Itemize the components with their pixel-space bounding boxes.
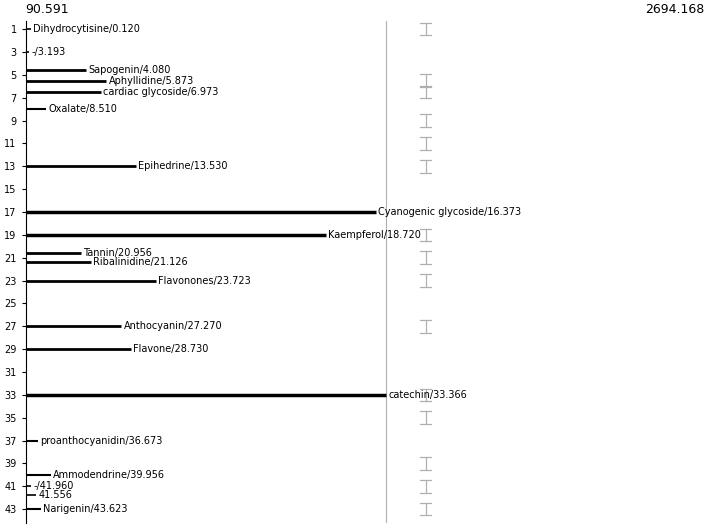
Text: Tannin/20.956: Tannin/20.956: [84, 248, 152, 258]
Text: Narigenin/43.623: Narigenin/43.623: [43, 504, 128, 514]
Text: Kaempferol/18.720: Kaempferol/18.720: [328, 230, 421, 240]
Text: Epihedrine/13.530: Epihedrine/13.530: [138, 161, 228, 171]
Text: Dihydrocytisine/0.120: Dihydrocytisine/0.120: [33, 24, 140, 34]
Text: catechin/33.366: catechin/33.366: [389, 390, 467, 400]
Text: -/41.960: -/41.960: [33, 481, 74, 491]
Text: 2694.168: 2694.168: [646, 3, 705, 16]
Text: 41.556: 41.556: [38, 491, 72, 501]
Text: 90.591: 90.591: [26, 3, 69, 16]
Text: Ribalinidine/21.126: Ribalinidine/21.126: [94, 257, 188, 267]
Text: Sapogenin/4.080: Sapogenin/4.080: [89, 65, 171, 75]
Text: Aphyllidine/5.873: Aphyllidine/5.873: [108, 76, 194, 86]
Text: Flavonones/23.723: Flavonones/23.723: [158, 276, 251, 286]
Text: Anthocyanin/27.270: Anthocyanin/27.270: [123, 321, 222, 331]
Text: -/3.193: -/3.193: [31, 47, 66, 57]
Text: Oxalate/8.510: Oxalate/8.510: [48, 104, 117, 114]
Text: Cyanogenic glycoside/16.373: Cyanogenic glycoside/16.373: [379, 207, 522, 217]
Text: cardiac glycoside/6.973: cardiac glycoside/6.973: [104, 87, 219, 97]
Text: proanthocyanidin/36.673: proanthocyanidin/36.673: [40, 435, 163, 445]
Text: Flavone/28.730: Flavone/28.730: [133, 344, 209, 354]
Text: Ammodendrine/39.956: Ammodendrine/39.956: [53, 470, 165, 480]
